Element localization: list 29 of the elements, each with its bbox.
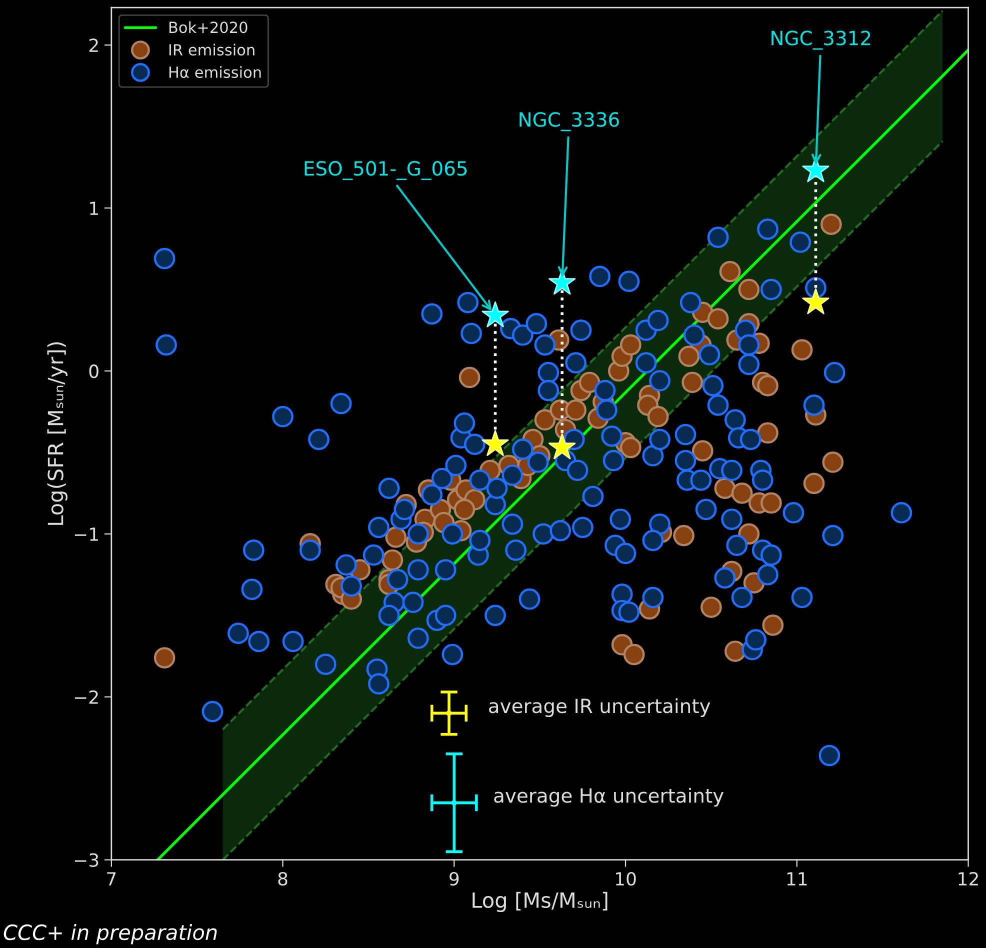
y-tick-label: −2 bbox=[74, 690, 98, 704]
legend-label: Bok+2020 bbox=[169, 21, 248, 34]
y-tick-label: −1 bbox=[74, 528, 98, 541]
x-tick-label: 10 bbox=[616, 872, 636, 886]
y-tick-label: −3 bbox=[74, 853, 98, 867]
legend-label: IR emission bbox=[169, 44, 254, 56]
point bbox=[802, 288, 830, 314]
x-tick-label: 12 bbox=[958, 872, 978, 886]
x-axis-title: Log [Ms/Mₛᵤₙ] bbox=[472, 892, 608, 912]
annotation: NGC_3312 bbox=[772, 30, 870, 50]
x-tick-label: 9 bbox=[450, 872, 459, 886]
point bbox=[446, 710, 452, 716]
annotation: average IR uncertainty bbox=[489, 698, 710, 718]
annotation: NGC_3336 bbox=[520, 112, 619, 132]
y-tick-label: 0 bbox=[89, 364, 98, 378]
y-axis-title: Log(SFR [Mₛᵤₙ/yr]) bbox=[47, 342, 68, 525]
point bbox=[482, 430, 509, 456]
point bbox=[482, 301, 509, 328]
x-tick-label: 8 bbox=[278, 872, 288, 886]
legend-label: Hα emission bbox=[169, 66, 261, 78]
point bbox=[548, 433, 576, 460]
x-tick-label: 11 bbox=[787, 872, 807, 886]
annotation: average Hα uncertainty bbox=[494, 788, 724, 807]
x-tick-label: 7 bbox=[107, 872, 116, 886]
y-tick-label: 2 bbox=[89, 38, 98, 52]
point bbox=[451, 800, 457, 806]
text: CCC+ in preparation bbox=[4, 924, 217, 944]
annotation: ESO_501-_G_065 bbox=[304, 161, 467, 180]
y-tick-label: 1 bbox=[90, 202, 98, 215]
